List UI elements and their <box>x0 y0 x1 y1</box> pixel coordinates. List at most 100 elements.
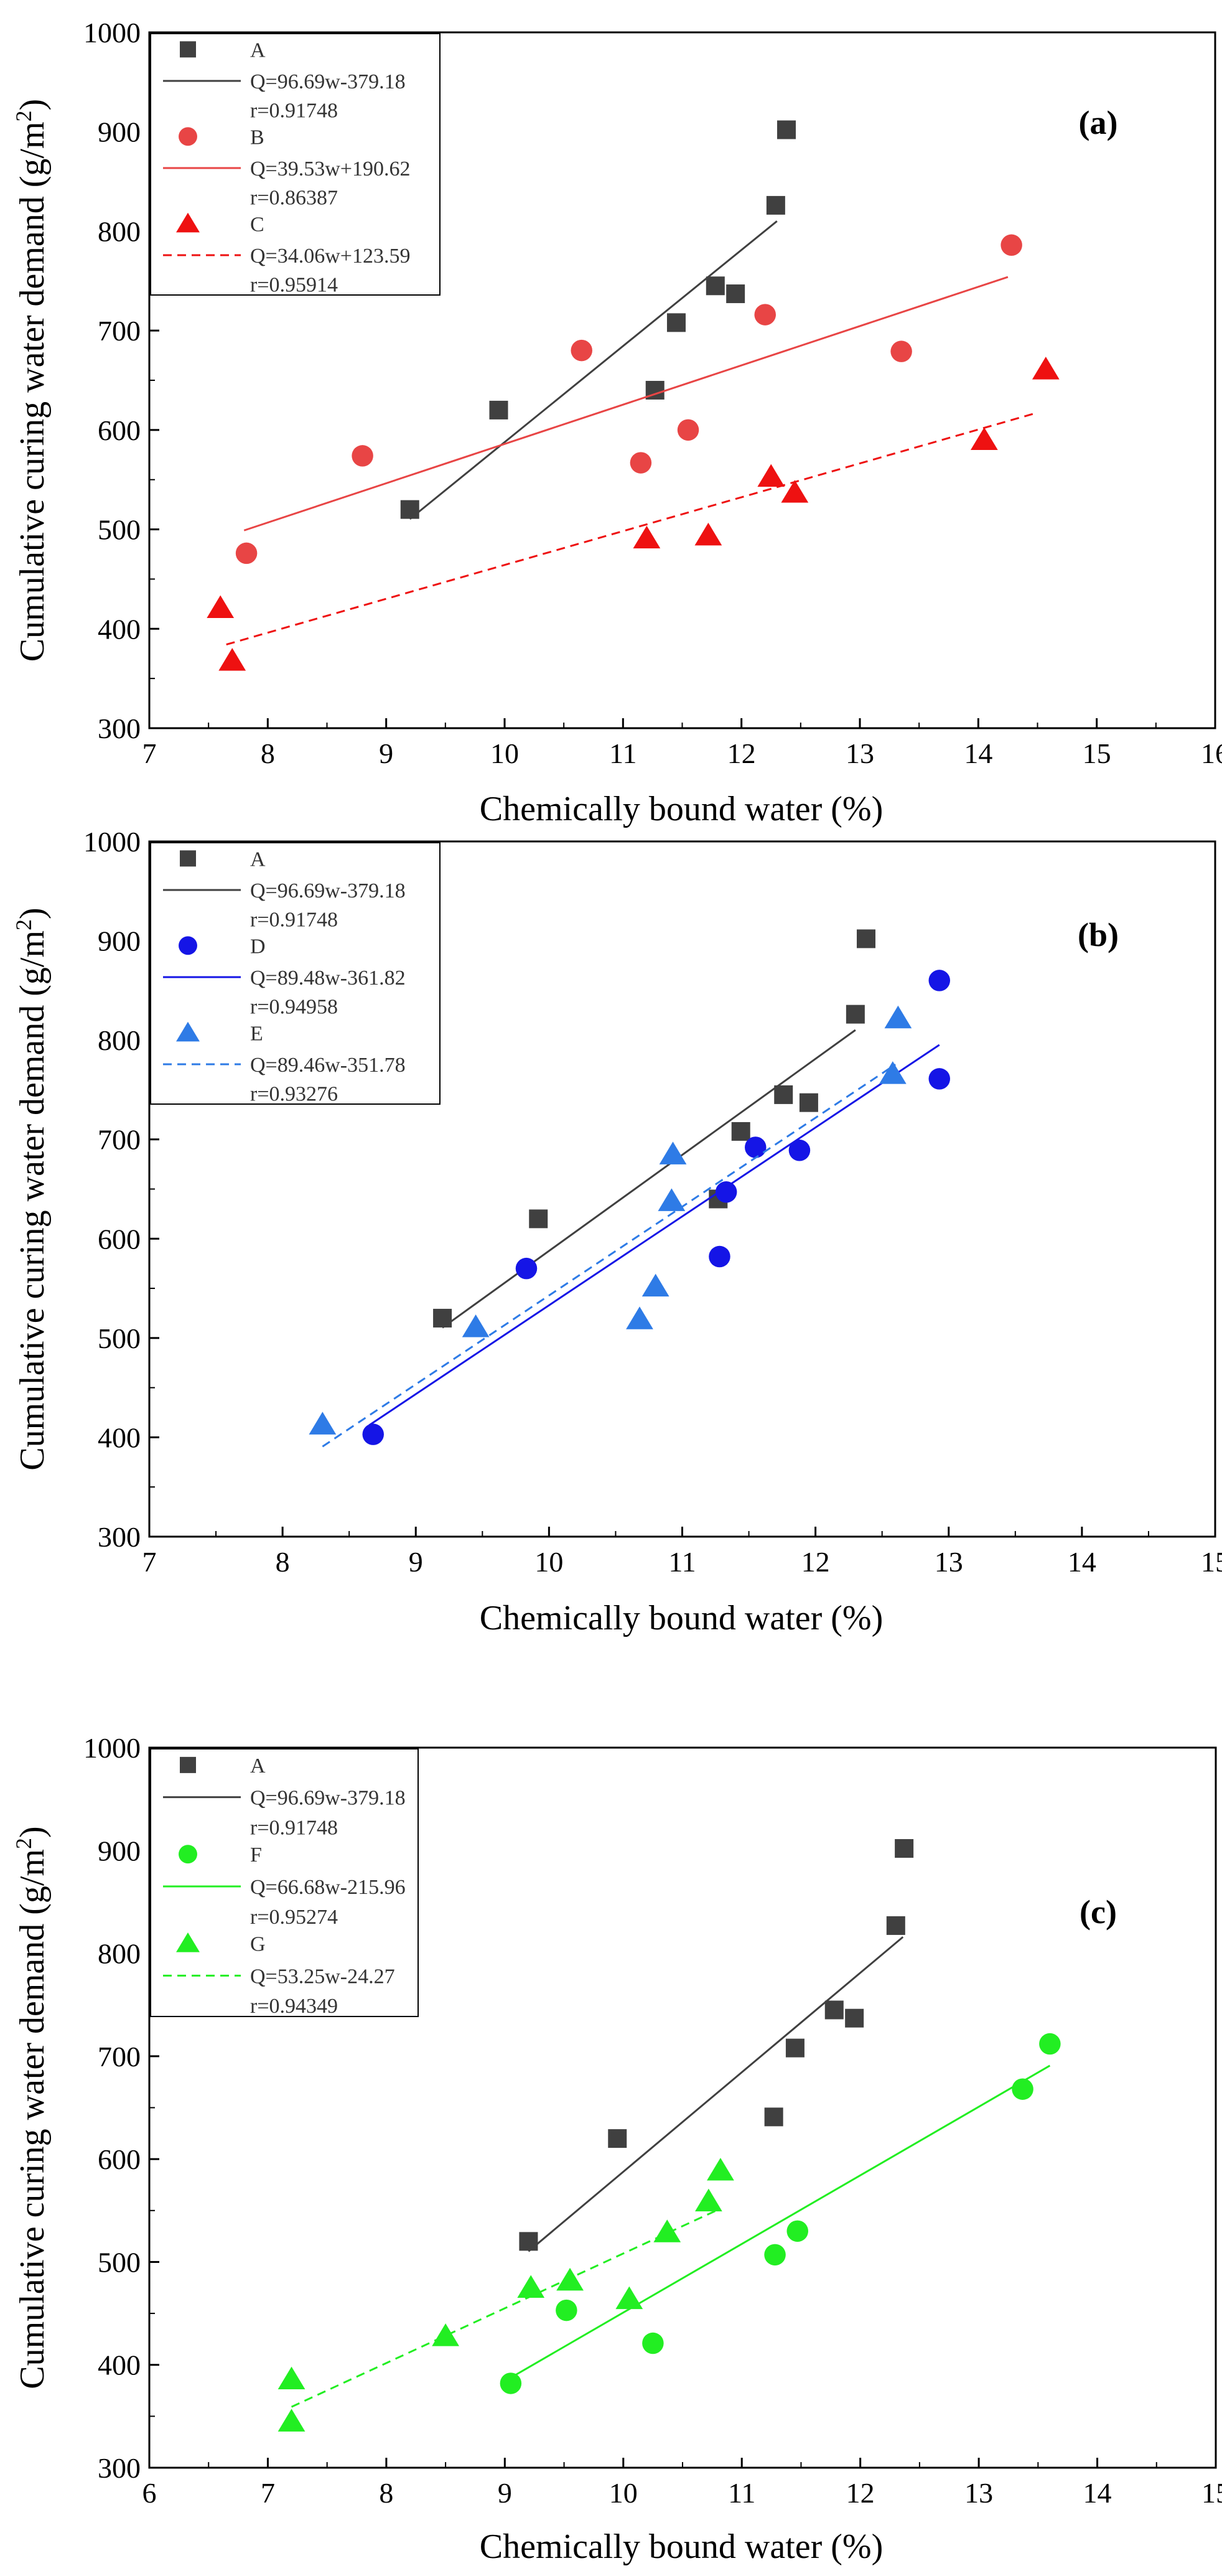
data-point-D <box>709 1245 730 1268</box>
series-A <box>400 120 796 520</box>
fit-line-D <box>368 1044 940 1426</box>
y-axis-label-main: Cumulative curing water demand (g/m <box>13 1849 52 2389</box>
data-point-G <box>517 2275 545 2298</box>
data-point-A <box>489 400 508 419</box>
data-point-A <box>529 1209 548 1229</box>
data-point-E <box>641 1273 669 1297</box>
legend-name-B: B <box>250 126 264 149</box>
y-axis-label-superscript: 2 <box>11 1838 36 1849</box>
data-point-A <box>886 1916 905 1935</box>
data-point-E <box>879 1061 907 1084</box>
data-point-F <box>556 2299 577 2321</box>
legend-marker-D <box>179 936 197 955</box>
y-tick-label: 1000 <box>83 17 141 49</box>
legend-r-B: r=0.86387 <box>250 187 338 210</box>
fit-line-E <box>322 1064 896 1448</box>
series-A <box>433 929 875 1329</box>
legend-equation-E: Q=89.46w-351.78 <box>250 1054 406 1077</box>
legend-box <box>150 33 441 296</box>
data-point-E <box>626 1306 653 1329</box>
y-tick-label: 400 <box>98 613 141 645</box>
x-tick-label: 14 <box>1083 2477 1112 2509</box>
x-tick-label: 14 <box>964 738 992 769</box>
y-axis-label-main: Cumulative curing water demand (g/m <box>13 121 52 662</box>
data-point-A <box>400 500 419 519</box>
chart-panel-c: 6 7 8 9 10 11 12 13 14 15 300 400 500 600 700 800 900 100… <box>11 1732 1222 2566</box>
legend-marker-A <box>180 41 196 58</box>
x-tick-label: 9 <box>379 738 393 769</box>
x-tick-label: 10 <box>490 738 519 769</box>
legend-marker-F <box>179 1845 197 1864</box>
y-axis-label-end: ) <box>13 1826 52 1838</box>
data-point-A <box>824 2000 844 2020</box>
y-tick-label: 600 <box>98 1223 141 1255</box>
data-point-G <box>432 2323 459 2346</box>
x-tick-label: 13 <box>964 2477 993 2509</box>
data-point-C <box>633 525 661 549</box>
x-tick-label: 10 <box>534 1546 563 1578</box>
legend-name-A: A <box>250 848 266 871</box>
legend-name-G: G <box>250 1933 266 1956</box>
data-point-A <box>785 2038 805 2058</box>
y-tick-label: 300 <box>98 1521 141 1553</box>
legend-name-C: C <box>250 213 264 236</box>
y-axis-label: Cumulative curing water demand (g/m2) <box>11 1826 52 2389</box>
x-tick-label: 11 <box>728 2477 755 2509</box>
x-tick-label: 7 <box>261 2477 275 2509</box>
data-point-D <box>362 1423 384 1445</box>
data-point-E <box>309 1412 337 1435</box>
data-point-F <box>1039 2033 1061 2055</box>
legend-equation-A: Q=96.69w-379.18 <box>250 70 406 93</box>
y-axis-label-superscript: 2 <box>11 919 36 930</box>
data-point-D <box>515 1257 538 1280</box>
fit-line-A <box>409 220 778 520</box>
series-G <box>278 2158 734 2432</box>
legend-r-A: r=0.91748 <box>250 1816 338 1839</box>
series-D <box>362 970 951 1445</box>
data-point-G <box>615 2286 643 2310</box>
x-tick-label: 7 <box>142 1546 157 1578</box>
data-point-B <box>890 340 912 362</box>
y-tick-label: 1000 <box>83 826 141 858</box>
legend-equation-A: Q=96.69w-379.18 <box>250 879 406 902</box>
series-F <box>500 2033 1061 2394</box>
data-point-D <box>788 1140 811 1161</box>
data-point-F <box>1012 2078 1033 2100</box>
data-point-G <box>556 2267 584 2291</box>
fit-line-G <box>291 2209 719 2408</box>
data-point-C <box>781 480 809 503</box>
data-point-A <box>726 284 745 304</box>
x-axis-label: Chemically bound water (%) <box>480 1599 883 1637</box>
series-C <box>207 357 1060 671</box>
x-tick-label: 8 <box>261 738 275 769</box>
data-point-C <box>1032 357 1060 380</box>
data-point-B <box>630 452 652 474</box>
panel-label: (b) <box>1078 916 1119 953</box>
data-point-A <box>608 2129 627 2148</box>
x-tick-label: 13 <box>935 1546 963 1578</box>
data-point-F <box>500 2372 522 2394</box>
data-point-B <box>754 304 776 326</box>
y-tick-label: 500 <box>98 1323 141 1354</box>
x-tick-label: 9 <box>409 1546 423 1578</box>
data-point-G <box>653 2219 681 2242</box>
fit-line-C <box>226 411 1038 646</box>
x-tick-label: 6 <box>142 2477 157 2509</box>
x-axis-label: Chemically bound water (%) <box>480 2527 883 2566</box>
series-A <box>519 1838 914 2252</box>
data-point-G <box>707 2158 734 2181</box>
x-tick-label: 13 <box>846 738 874 769</box>
chart-panel-b: 7 8 9 10 11 12 13 14 15 300 400 500 600 700 800 900 1000… <box>11 826 1222 1637</box>
fit-line-B <box>243 276 1009 532</box>
legend-r-G: r=0.94349 <box>250 1995 338 2018</box>
data-point-A <box>764 2107 783 2127</box>
y-tick-label: 300 <box>98 2452 141 2484</box>
data-point-G <box>278 2409 306 2432</box>
legend-r-E: r=0.93276 <box>250 1083 338 1106</box>
data-point-D <box>928 1068 951 1090</box>
x-tick-label: 12 <box>846 2477 875 2509</box>
x-tick-label: 16 <box>1201 738 1222 769</box>
y-tick-label: 700 <box>98 2041 141 2073</box>
legend-box <box>150 842 441 1105</box>
x-tick-label: 11 <box>668 1546 696 1578</box>
